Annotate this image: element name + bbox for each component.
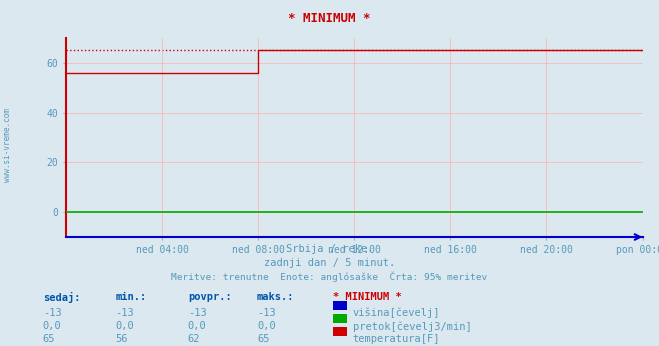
Text: -13: -13	[43, 308, 61, 318]
Text: * MINIMUM *: * MINIMUM *	[333, 292, 401, 302]
Text: 0,0: 0,0	[115, 321, 134, 331]
Text: Meritve: trenutne  Enote: anglósaške  Črta: 95% meritev: Meritve: trenutne Enote: anglósaške Črta…	[171, 272, 488, 282]
Text: Srbija / reke.: Srbija / reke.	[286, 244, 373, 254]
Text: pretok[čevelj3/min]: pretok[čevelj3/min]	[353, 321, 471, 331]
Text: www.si-vreme.com: www.si-vreme.com	[3, 108, 13, 182]
Text: 0,0: 0,0	[43, 321, 61, 331]
Text: 56: 56	[115, 334, 128, 344]
Text: povpr.:: povpr.:	[188, 292, 231, 302]
Text: višina[čevelj]: višina[čevelj]	[353, 308, 440, 318]
Text: 65: 65	[257, 334, 270, 344]
Text: 0,0: 0,0	[257, 321, 275, 331]
Text: maks.:: maks.:	[257, 292, 295, 302]
Text: 62: 62	[188, 334, 200, 344]
Text: min.:: min.:	[115, 292, 146, 302]
Text: 65: 65	[43, 334, 55, 344]
Text: zadnji dan / 5 minut.: zadnji dan / 5 minut.	[264, 258, 395, 268]
Text: sedaj:: sedaj:	[43, 292, 80, 303]
Text: -13: -13	[115, 308, 134, 318]
Text: * MINIMUM *: * MINIMUM *	[288, 12, 371, 25]
Text: -13: -13	[257, 308, 275, 318]
Text: 0,0: 0,0	[188, 321, 206, 331]
Text: temperatura[F]: temperatura[F]	[353, 334, 440, 344]
Text: -13: -13	[188, 308, 206, 318]
